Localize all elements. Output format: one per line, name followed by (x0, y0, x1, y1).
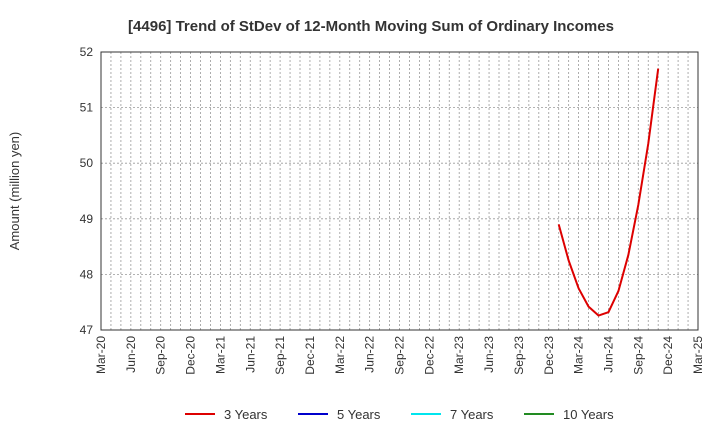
chart-title: [4496] Trend of StDev of 12-Month Moving… (128, 18, 614, 35)
x-tick-label: Dec-22 (422, 336, 436, 375)
x-tick-label: Sep-24 (631, 336, 645, 375)
legend-label: 5 Years (337, 407, 381, 422)
x-tick-label: Jun-24 (601, 336, 615, 373)
x-tick-label: Sep-20 (154, 336, 168, 375)
x-tick-label: Jun-20 (124, 336, 138, 373)
x-tick-label: Dec-21 (303, 336, 317, 375)
y-tick-label: 48 (80, 267, 94, 281)
x-tick-label: Mar-23 (452, 336, 466, 374)
y-axis-ticks: 47 48 49 50 51 52 (80, 45, 94, 337)
legend-label: 3 Years (224, 407, 268, 422)
horizontal-gridlines (101, 107, 698, 275)
y-tick-label: 47 (80, 323, 94, 337)
y-tick-label: 52 (80, 45, 94, 59)
x-tick-label: Mar-20 (94, 336, 108, 374)
y-tick-label: 50 (80, 156, 94, 170)
x-axis-ticks: Mar-20 Jun-20 Sep-20 Dec-20 Mar-21 Jun-21 Sep-… (94, 336, 705, 375)
legend-label: 7 Years (450, 407, 494, 422)
legend: 3 Years 5 Years 7 Years 10 Years (185, 407, 614, 422)
x-tick-label: Mar-22 (333, 336, 347, 374)
plot-border (100, 51, 699, 331)
y-axis-label: Amount (million yen) (7, 132, 22, 251)
x-tick-label: Jun-21 (243, 336, 257, 373)
x-tick-label: Sep-22 (393, 336, 407, 375)
x-tick-label: Sep-21 (273, 336, 287, 375)
legend-label: 10 Years (563, 407, 614, 422)
x-tick-label: Sep-23 (512, 336, 526, 375)
x-tick-label: Jun-23 (482, 336, 496, 373)
x-tick-label: Mar-21 (213, 336, 227, 374)
y-tick-label: 51 (80, 101, 94, 115)
x-tick-label: Mar-25 (691, 336, 705, 374)
x-tick-label: Mar-24 (572, 336, 586, 374)
series-layer (557, 68, 660, 317)
x-tick-label: Dec-20 (184, 336, 198, 375)
plot-area (101, 52, 698, 330)
x-tick-label: Dec-24 (661, 336, 675, 375)
x-tick-label: Dec-23 (542, 336, 556, 375)
x-tick-label: Jun-22 (363, 336, 377, 373)
y-tick-label: 49 (80, 212, 94, 226)
